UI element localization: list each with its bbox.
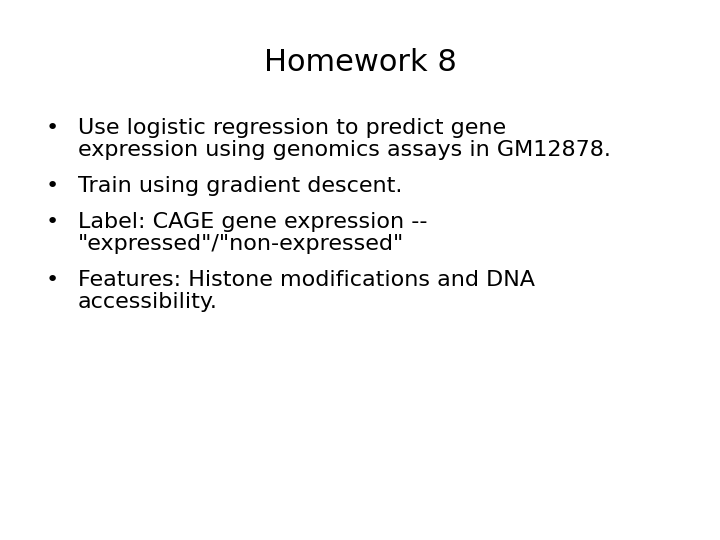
Text: Homework 8: Homework 8 [264,48,456,77]
Text: expression using genomics assays in GM12878.: expression using genomics assays in GM12… [78,140,611,160]
Text: Train using gradient descent.: Train using gradient descent. [78,176,402,196]
Text: •: • [45,212,58,232]
Text: Use logistic regression to predict gene: Use logistic regression to predict gene [78,118,506,138]
Text: "expressed"/"non-expressed": "expressed"/"non-expressed" [78,234,404,254]
Text: •: • [45,118,58,138]
Text: accessibility.: accessibility. [78,292,218,312]
Text: Label: CAGE gene expression --: Label: CAGE gene expression -- [78,212,428,232]
Text: Features: Histone modifications and DNA: Features: Histone modifications and DNA [78,270,535,290]
Text: •: • [45,176,58,196]
Text: •: • [45,270,58,290]
